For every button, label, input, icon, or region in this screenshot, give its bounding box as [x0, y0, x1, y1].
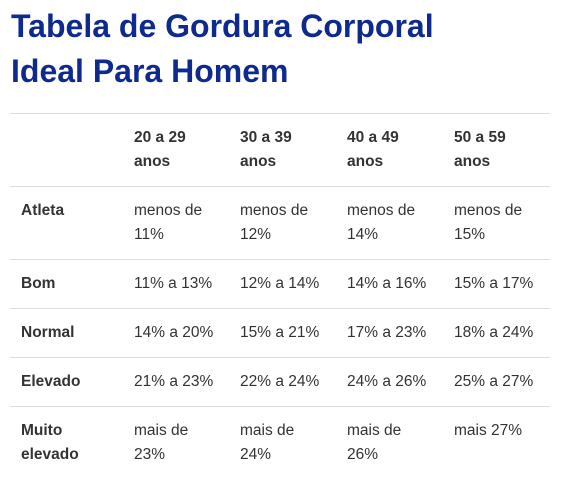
table-cell: 24% a 26% — [336, 357, 443, 407]
table-cell: mais de 26% — [336, 406, 443, 479]
table-row: Bom 11% a 13% 12% a 14% 14% a 16% 15% a … — [10, 259, 550, 309]
table-cell: 14% a 16% — [336, 259, 443, 309]
table-row: Normal 14% a 20% 15% a 21% 17% a 23% 18%… — [10, 308, 550, 358]
row-label: Bom — [10, 259, 123, 309]
table-cell: 21% a 23% — [123, 357, 229, 407]
table-cell: 14% a 20% — [123, 308, 229, 358]
page-title-line-1: Tabela de Gordura Corporal — [11, 8, 434, 44]
table-cell: 11% a 13% — [123, 259, 229, 309]
page-title: Tabela de Gordura Corporal Ideal Para Ho… — [11, 4, 551, 94]
table-cell: 22% a 24% — [229, 357, 336, 407]
table-cell: mais de 23% — [123, 406, 229, 479]
table-cell: 15% a 21% — [229, 308, 336, 358]
row-label: Muito elevado — [10, 406, 123, 479]
table-cell: 25% a 27% — [443, 357, 550, 407]
body-fat-table: 20 a 29 anos 30 a 39 anos 40 a 49 anos 5… — [10, 113, 550, 479]
page-title-line-2: Ideal Para Homem — [11, 53, 289, 89]
column-header: 20 a 29 anos — [123, 113, 229, 187]
table-cell: menos de 11% — [123, 186, 229, 260]
column-header: 50 a 59 anos — [443, 113, 550, 187]
table-cell: 15% a 17% — [443, 259, 550, 309]
table-cell: menos de 14% — [336, 186, 443, 260]
table-cell: 12% a 14% — [229, 259, 336, 309]
table-cell: mais de 24% — [229, 406, 336, 479]
column-header: 40 a 49 anos — [336, 113, 443, 187]
table-header-row: 20 a 29 anos 30 a 39 anos 40 a 49 anos 5… — [10, 113, 550, 187]
table-row: Muito elevado mais de 23% mais de 24% ma… — [10, 406, 550, 479]
column-header: 30 a 39 anos — [229, 113, 336, 187]
row-label: Elevado — [10, 357, 123, 407]
table-row: Atleta menos de 11% menos de 12% menos d… — [10, 186, 550, 260]
table-cell: mais 27% — [443, 406, 550, 479]
table-cell: menos de 15% — [443, 186, 550, 260]
table-cell: 17% a 23% — [336, 308, 443, 358]
table-row: Elevado 21% a 23% 22% a 24% 24% a 26% 25… — [10, 357, 550, 407]
row-label: Normal — [10, 308, 123, 358]
table-cell: menos de 12% — [229, 186, 336, 260]
column-header — [10, 113, 123, 187]
row-label: Atleta — [10, 186, 123, 260]
table-cell: 18% a 24% — [443, 308, 550, 358]
